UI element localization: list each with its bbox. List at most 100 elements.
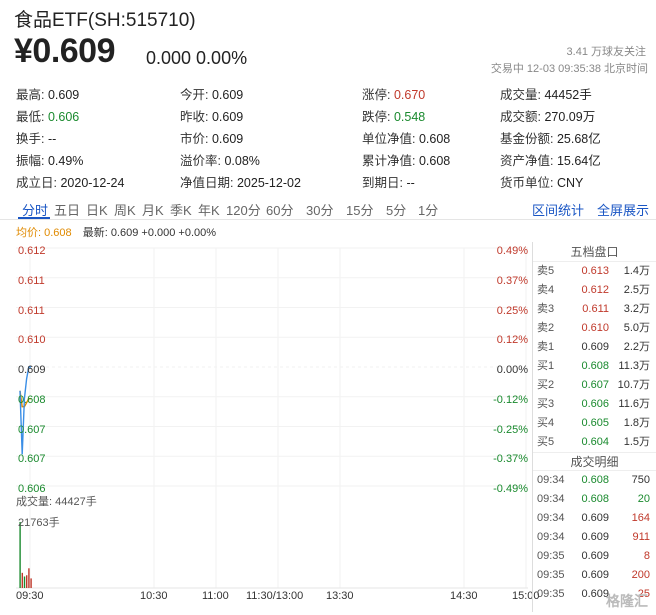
trade-time: 09:35 bbox=[537, 588, 565, 600]
y-pct-label: -0.49% bbox=[493, 483, 528, 495]
trade-row: 09:35 0.609 8 bbox=[533, 547, 656, 566]
quote-cell: 成交量: 44452手 bbox=[500, 84, 592, 103]
tab-6[interactable]: 季K bbox=[170, 203, 192, 218]
tab-7[interactable]: 年K bbox=[198, 203, 220, 218]
orderbook-level: 卖5 bbox=[537, 265, 555, 277]
fullscreen-link[interactable]: 全屏展示 bbox=[597, 203, 650, 218]
quote-value: 0.670 bbox=[390, 88, 426, 102]
y-tick-label: 0.609 bbox=[18, 364, 46, 376]
orderbook-volume: 1.5万 bbox=[623, 436, 650, 448]
volume-title: 成交量: 44427手 bbox=[16, 496, 97, 508]
tab-10[interactable]: 30分 bbox=[306, 203, 334, 218]
quote-label: 今开: bbox=[180, 88, 209, 102]
tab-5[interactable]: 月K bbox=[142, 203, 164, 218]
tab-12[interactable]: 5分 bbox=[386, 203, 407, 218]
quote-cell: 单位净值: 0.608 bbox=[362, 128, 450, 147]
tab-11[interactable]: 15分 bbox=[346, 203, 374, 218]
y-tick-label: 0.611 bbox=[18, 274, 45, 287]
quote-cell: 最高: 0.609 bbox=[16, 84, 79, 103]
trade-volume: 25 bbox=[637, 588, 650, 600]
x-tick-label: 11:30/13:00 bbox=[246, 590, 304, 602]
volume-bar bbox=[21, 572, 23, 588]
tab-2[interactable]: 五日 bbox=[54, 203, 81, 218]
quote-label: 最低: bbox=[16, 110, 45, 124]
trade-row: 09:35 0.609 25 bbox=[533, 585, 656, 604]
tab-13[interactable]: 1分 bbox=[418, 203, 439, 218]
trade-row: 09:34 0.609 911 bbox=[533, 528, 656, 547]
quote-cell: 货币单位: CNY bbox=[500, 172, 583, 191]
tab-9[interactable]: 60分 bbox=[266, 203, 294, 218]
quote-label: 成交量: bbox=[500, 88, 541, 102]
y-tick-label: 0.607 bbox=[18, 423, 46, 436]
orderbook-price: 0.609 bbox=[581, 341, 609, 353]
orderbook-row: 卖5 0.613 1.4万 bbox=[533, 262, 656, 281]
y-pct-label: 0.25% bbox=[496, 304, 528, 317]
orderbook-row: 买1 0.608 11.3万 bbox=[533, 357, 656, 376]
quote-cell: 成交额: 270.09万 bbox=[500, 106, 595, 125]
orderbook-row: 买3 0.606 11.6万 bbox=[533, 395, 656, 414]
trade-volume: 911 bbox=[632, 531, 650, 543]
intraday-chart[interactable]: 0.612 0.49% 0.611 0.37% 0.611 0.25% 0.610 0.12%… bbox=[0, 238, 540, 608]
x-tick-label: 14:30 bbox=[450, 590, 478, 602]
tab-3[interactable]: 日K bbox=[86, 203, 108, 218]
quote-label: 到期日: bbox=[362, 176, 403, 190]
quote-value: 270.09万 bbox=[540, 110, 596, 124]
orderbook-price: 0.606 bbox=[581, 398, 609, 410]
quote-value: 0.609 bbox=[208, 88, 244, 102]
orderbook-volume: 10.7万 bbox=[617, 379, 650, 391]
quote-cell: 基金份额: 25.68亿 bbox=[500, 128, 601, 147]
orderbook-level: 买5 bbox=[537, 436, 555, 448]
tab-1[interactable]: 分时 bbox=[22, 203, 49, 218]
quote-cell: 资产净值: 15.64亿 bbox=[500, 150, 601, 169]
volume-bar bbox=[19, 522, 21, 588]
trade-price: 0.609 bbox=[581, 512, 609, 524]
quote-row: 最高: 0.609 今开: 0.609 涨停: 0.670 成交量: 44452手 bbox=[16, 84, 656, 106]
quote-value: 0.606 bbox=[44, 110, 80, 124]
volume-bar bbox=[30, 578, 32, 588]
title: 食品ETF(SH:515710) bbox=[14, 10, 196, 31]
trade-volume: 164 bbox=[631, 512, 650, 524]
trade-list: 09:34 0.608 750 09:34 0.608 20 09:34 0.609 164 09… bbox=[533, 471, 656, 604]
orderbook-volume: 2.5万 bbox=[623, 284, 650, 296]
orderbook-volume: 3.2万 bbox=[623, 303, 650, 315]
orderbook-price: 0.604 bbox=[581, 436, 609, 448]
y-pct-label: 0.12% bbox=[496, 334, 528, 347]
trade-row: 09:35 0.609 200 bbox=[533, 566, 656, 585]
quote-value: 0.08% bbox=[220, 154, 260, 168]
trade-price: 0.609 bbox=[581, 550, 609, 562]
quote-cell: 市价: 0.609 bbox=[180, 128, 243, 147]
y-tick-label: 0.608 bbox=[18, 393, 46, 406]
orderbook-price: 0.610 bbox=[581, 322, 609, 334]
orderbook-level: 买2 bbox=[537, 379, 555, 391]
x-tick-label: 11:00 bbox=[202, 590, 229, 602]
quote-row: 最低: 0.606 昨收: 0.609 跌停: 0.548 成交额: 270.09万 bbox=[16, 106, 656, 128]
x-tick-label: 09:30 bbox=[16, 590, 44, 602]
quote-cell: 最低: 0.606 bbox=[16, 106, 79, 125]
volume-bar bbox=[23, 576, 26, 588]
quote-value: 2020-12-24 bbox=[56, 176, 125, 190]
quote-row: 换手: -- 市价: 0.609 单位净值: 0.608 基金份额: 25.68亿 bbox=[16, 128, 656, 150]
trade-time: 09:34 bbox=[537, 531, 565, 543]
trade-time: 09:35 bbox=[537, 569, 565, 581]
y-pct-label: 0.00% bbox=[496, 364, 528, 376]
orderbook-volume: 1.4万 bbox=[623, 265, 650, 277]
tab-8[interactable]: 120分 bbox=[226, 203, 261, 218]
y-tick-label: 0.607 bbox=[18, 453, 46, 466]
quote-value: 25.68亿 bbox=[553, 132, 601, 146]
trade-time: 09:35 bbox=[537, 550, 565, 562]
quote-label: 涨停: bbox=[362, 88, 391, 102]
orderbook-volume: 2.2万 bbox=[623, 341, 650, 353]
tab-4[interactable]: 周K bbox=[114, 203, 136, 218]
quote-cell: 到期日: -- bbox=[362, 172, 415, 191]
follow-count[interactable]: 3.41 万球友关注 bbox=[566, 46, 646, 58]
trade-price: 0.608 bbox=[581, 493, 609, 505]
quote-cell: 溢价率: 0.08% bbox=[180, 150, 260, 169]
quote-value: 2025-12-02 bbox=[233, 176, 301, 190]
orderbook-level: 买4 bbox=[537, 417, 555, 429]
trade-volume: 20 bbox=[637, 493, 650, 505]
quote-value: 0.49% bbox=[44, 154, 84, 168]
range-stats-link[interactable]: 区间统计 bbox=[532, 203, 585, 218]
trade-time: 09:34 bbox=[537, 493, 565, 505]
side-panel: 五档盘口 卖5 0.613 1.4万 卖4 0.612 2.5万 卖3 0.611 3.2万 卖2… bbox=[532, 242, 656, 612]
quote-cell: 昨收: 0.609 bbox=[180, 106, 243, 125]
